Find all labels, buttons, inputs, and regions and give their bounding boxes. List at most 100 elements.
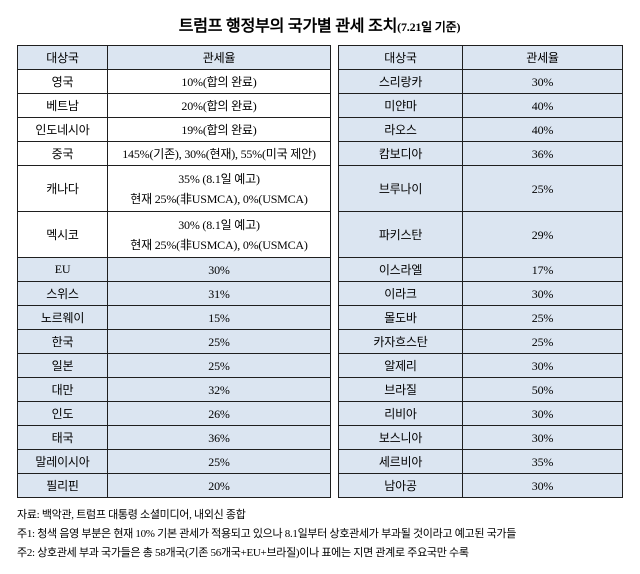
country-cell: 남아공 xyxy=(338,473,463,498)
page-title: 트럼프 행정부의 국가별 관세 조치(7.21일 기준) xyxy=(17,12,622,36)
rate-cell: 31% xyxy=(107,281,331,306)
rate-line: 25% xyxy=(531,334,554,349)
rate-line: 30% xyxy=(531,430,554,445)
table-row: 캐나다 35% (8.1일 예고) 현재 25%(非USMCA), 0%(USMCA… xyxy=(17,165,331,212)
country-cell: 인도 xyxy=(17,401,108,426)
rate-line: 35% xyxy=(531,454,554,469)
country-cell: 일본 xyxy=(17,353,108,378)
rate-line: 17% xyxy=(531,262,554,277)
country-cell: 노르웨이 xyxy=(17,305,108,330)
country-cell: 미얀마 xyxy=(338,93,463,118)
country-cell: 브라질 xyxy=(338,377,463,402)
country-cell: 캐나다 xyxy=(17,165,108,212)
rate-cell: 36% xyxy=(107,425,331,450)
table-row: 인도 26% xyxy=(17,401,331,426)
table-row: 중국 145%(기존), 30%(현재), 55%(미국 제안) xyxy=(17,141,331,166)
rate-line: 30% xyxy=(531,286,554,301)
page-title-suffix: (7.21일 기준) xyxy=(397,20,461,34)
country-cell: 세르비아 xyxy=(338,449,463,474)
rate-line: 30% xyxy=(531,406,554,421)
country-cell: 멕시코 xyxy=(17,211,108,258)
rate-cell: 25% xyxy=(107,449,331,474)
table-row: 태국 36% xyxy=(17,425,331,450)
rate-cell: 36% xyxy=(462,141,623,166)
country-cell: 스리랑카 xyxy=(338,69,463,94)
rate-cell: 15% xyxy=(107,305,331,330)
country-cell: 스위스 xyxy=(17,281,108,306)
rate-line: 26% xyxy=(208,406,230,421)
table-row: 미얀마 40% xyxy=(338,93,623,118)
footnotes: 자료: 백악관, 트럼프 대통령 소셜미디어, 내외신 종합 주1: 청색 음영… xyxy=(17,506,622,563)
note-source: 자료: 백악관, 트럼프 대통령 소셜미디어, 내외신 종합 xyxy=(17,509,246,521)
rate-cell: 50% xyxy=(462,377,623,402)
rate-line: 30% xyxy=(531,74,554,89)
rate-cell: 40% xyxy=(462,117,623,142)
table-row: 브라질 50% xyxy=(338,377,623,402)
table-row: 라오스 40% xyxy=(338,117,623,142)
rate-line: 30% xyxy=(208,262,230,277)
rate-cell: 10%(합의 완료) xyxy=(107,69,331,94)
table-row: 알제리 30% xyxy=(338,353,623,378)
rate-cell: 30% xyxy=(462,401,623,426)
table-row: 스위스 31% xyxy=(17,281,331,306)
table-row: 캄보디아 36% xyxy=(338,141,623,166)
country-cell: 베트남 xyxy=(17,93,108,118)
right-header-row: 대상국 관세율 xyxy=(338,45,623,70)
table-row: 스리랑카 30% xyxy=(338,69,623,94)
country-cell: 파키스탄 xyxy=(338,211,463,258)
rate-line: 29% xyxy=(531,227,554,242)
right-tariff-table: 대상국 관세율 스리랑카 30% 미얀마 40% 라오스 40% 캄보디아 36% 브루나이 25… xyxy=(338,45,623,498)
rate-line: 35% (8.1일 예고) xyxy=(178,171,260,186)
rate-cell: 25% xyxy=(462,329,623,354)
rate-cell: 29% xyxy=(462,211,623,258)
rate-line: 32% xyxy=(208,382,230,397)
rate-cell: 19%(합의 완료) xyxy=(107,117,331,142)
left-header-row: 대상국 관세율 xyxy=(17,45,331,70)
rate-cell: 30% xyxy=(462,69,623,94)
rate-cell: 20% xyxy=(107,473,331,498)
rate-line: 50% xyxy=(531,382,554,397)
rate-cell: 30% xyxy=(462,425,623,450)
rate-cell: 145%(기존), 30%(현재), 55%(미국 제안) xyxy=(107,141,331,166)
table-row: 한국 25% xyxy=(17,329,331,354)
table-row: 필리핀 20% xyxy=(17,473,331,498)
rate-line: 40% xyxy=(531,122,554,137)
country-cell: 이스라엘 xyxy=(338,257,463,282)
rate-line: 20% xyxy=(208,478,230,493)
country-cell: 말레이시아 xyxy=(17,449,108,474)
country-cell: 필리핀 xyxy=(17,473,108,498)
country-cell: 카자흐스탄 xyxy=(338,329,463,354)
left-rate-header: 관세율 xyxy=(107,45,331,70)
table-row: 남아공 30% xyxy=(338,473,623,498)
rate-line: 36% xyxy=(208,430,230,445)
rate-line: 20%(합의 완료) xyxy=(181,98,257,113)
rate-line: 31% xyxy=(208,286,230,301)
table-row: 리비아 30% xyxy=(338,401,623,426)
table-row: 일본 25% xyxy=(17,353,331,378)
rate-cell: 26% xyxy=(107,401,331,426)
rate-cell: 25% xyxy=(107,329,331,354)
table-row: 파키스탄 29% xyxy=(338,211,623,258)
left-tariff-table: 대상국 관세율 영국 10%(합의 완료) 베트남 20%(합의 완료) 인도네시아 19… xyxy=(17,45,331,498)
rate-cell: 35% (8.1일 예고) 현재 25%(非USMCA), 0%(USMCA) xyxy=(107,165,331,212)
table-row: 보스니아 30% xyxy=(338,425,623,450)
rate-line: 25% xyxy=(531,181,554,196)
table-row: 말레이시아 25% xyxy=(17,449,331,474)
table-row: 세르비아 35% xyxy=(338,449,623,474)
rate-cell: 25% xyxy=(462,165,623,212)
country-cell: 몰도바 xyxy=(338,305,463,330)
country-cell: 이라크 xyxy=(338,281,463,306)
note-2: 주2: 상호관세 부과 국가들은 총 58개국(기존 56개국+EU+브라질)이… xyxy=(17,547,469,559)
left-country-header: 대상국 xyxy=(17,45,108,70)
country-cell: 캄보디아 xyxy=(338,141,463,166)
table-row: EU 30% xyxy=(17,257,331,282)
table-row: 대만 32% xyxy=(17,377,331,402)
country-cell: 라오스 xyxy=(338,117,463,142)
rate-cell: 25% xyxy=(462,305,623,330)
rate-cell: 32% xyxy=(107,377,331,402)
country-cell: 중국 xyxy=(17,141,108,166)
rate-cell: 30% xyxy=(462,281,623,306)
table-row: 멕시코 30% (8.1일 예고) 현재 25%(非USMCA), 0%(USMCA… xyxy=(17,211,331,258)
rate-cell: 25% xyxy=(107,353,331,378)
rate-line: 10%(합의 완료) xyxy=(181,74,257,89)
